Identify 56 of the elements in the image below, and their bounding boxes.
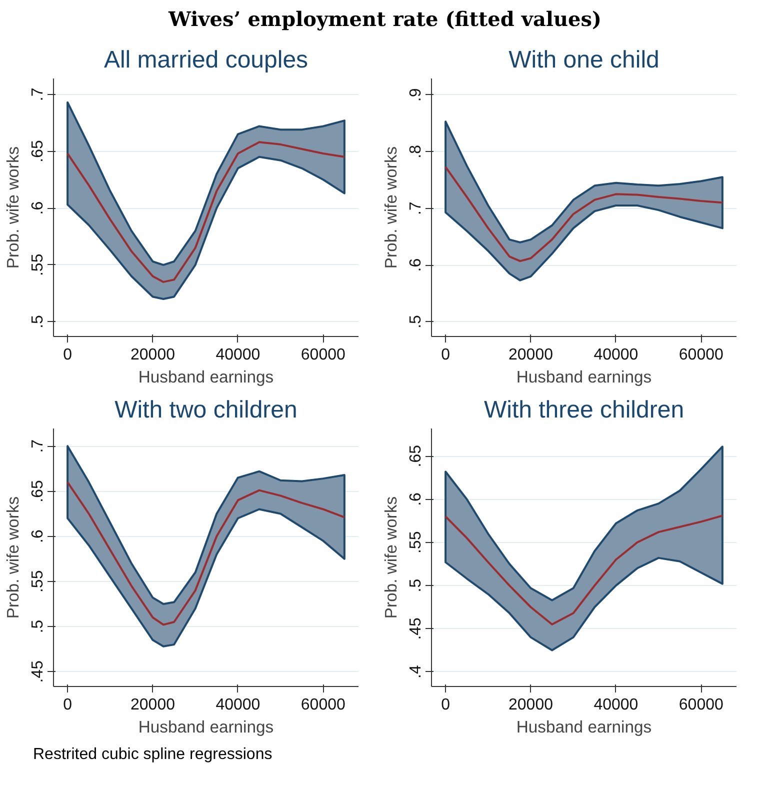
y-tick-label: .5 [30, 619, 46, 633]
line-series [66, 140, 346, 283]
y-tick-label: .8 [408, 144, 424, 158]
y-tick-label: .65 [408, 444, 424, 467]
chart-title: With two children [114, 396, 298, 424]
x-tick-label: 40000 [594, 696, 638, 714]
y-tick-label: .55 [30, 253, 46, 276]
chart-title: All married couples [104, 46, 308, 74]
y-tick-label: .5 [30, 314, 46, 328]
y-tick-label: .5 [408, 314, 424, 328]
x-tick-label: 20000 [130, 346, 176, 364]
y-axis-title: Prob. wife works [382, 146, 400, 268]
line-series [444, 166, 724, 262]
x-tick-label: 0 [441, 696, 450, 714]
line-series [444, 514, 724, 625]
y-tick-label: .5 [408, 578, 424, 592]
y-tick-label: .55 [408, 530, 424, 554]
y-tick-label: .45 [408, 617, 424, 640]
y-tick-label: .7 [30, 438, 46, 452]
text: Restrited cubic spline regressions [33, 744, 272, 765]
x-axis-title: Husband earnings [516, 367, 652, 386]
chart-title: With three children [484, 396, 684, 424]
y-tick-label: .6 [408, 258, 424, 272]
y-tick-label: .45 [30, 660, 46, 682]
y-tick-label: .9 [408, 88, 424, 102]
y-axis-title: Prob. wife works [4, 146, 22, 268]
y-tick-label: .4 [408, 664, 424, 678]
x-tick-label: 40000 [216, 346, 260, 364]
x-tick-label: 0 [441, 346, 450, 364]
x-tick-label: 20000 [508, 346, 554, 364]
chart-title: With one child [508, 46, 660, 74]
y-axis-title: Prob. wife works [382, 496, 400, 618]
text: Wives’ employment rate (fitted values) [168, 6, 602, 33]
y-tick-label: .55 [30, 570, 46, 592]
x-axis-title: Husband earnings [516, 717, 652, 736]
y-tick-label: .6 [408, 492, 424, 506]
x-tick-label: 0 [63, 696, 72, 714]
x-tick-label: 60000 [300, 346, 346, 364]
x-tick-label: 60000 [678, 696, 724, 714]
y-tick-label: .7 [408, 201, 424, 215]
y-tick-label: .65 [30, 480, 46, 502]
x-tick-label: 20000 [508, 696, 554, 714]
x-axis-title: Husband earnings [138, 367, 274, 386]
y-axis-title: Prob. wife works [4, 496, 22, 618]
x-tick-label: 40000 [594, 346, 638, 364]
x-tick-label: 60000 [300, 696, 346, 714]
y-tick-label: .7 [30, 87, 46, 101]
y-tick-label: .6 [30, 529, 46, 543]
y-tick-label: .65 [30, 140, 46, 162]
line-series [66, 480, 346, 626]
x-tick-label: 0 [63, 346, 72, 364]
x-axis-title: Husband earnings [138, 717, 274, 736]
x-tick-label: 60000 [678, 346, 724, 364]
y-tick-label: .6 [30, 200, 46, 214]
x-tick-label: 20000 [130, 696, 176, 714]
x-tick-label: 40000 [216, 696, 260, 714]
